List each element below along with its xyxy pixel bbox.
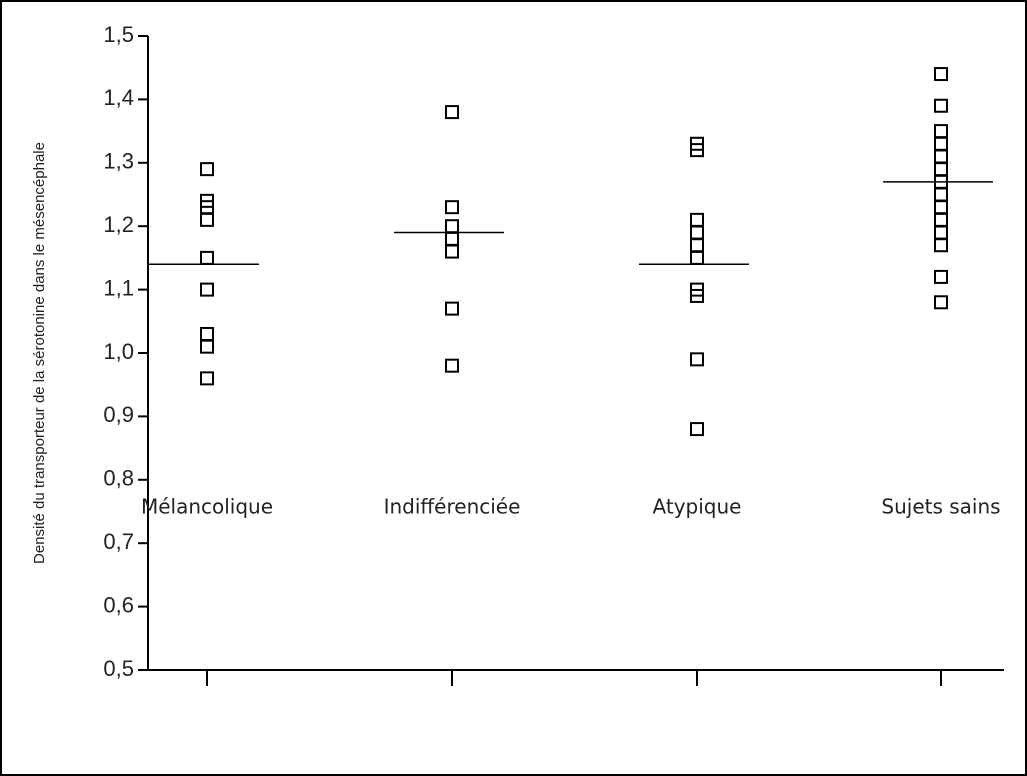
- category-label: Indifférenciée: [384, 495, 521, 519]
- point: [200, 371, 214, 386]
- point: [690, 143, 704, 158]
- y-tick-label: 1,3: [103, 149, 134, 174]
- point: [445, 301, 459, 316]
- point: [934, 269, 948, 284]
- y-tick-label: 0,5: [103, 656, 134, 681]
- point: [690, 422, 704, 437]
- y-tick-label: 0,8: [103, 466, 134, 491]
- point: [445, 105, 459, 120]
- y-tick-label: 1,4: [103, 85, 134, 110]
- category-label: Atypique: [653, 495, 742, 519]
- y-tick-label: 0,9: [103, 402, 134, 427]
- point: [934, 98, 948, 113]
- y-axis-title: Densité du transporteur de la sérotonine…: [31, 142, 48, 564]
- point: [690, 352, 704, 367]
- point: [200, 162, 214, 177]
- point: [445, 244, 459, 259]
- y-tick-label: 1,2: [103, 212, 134, 237]
- category-label: Sujets sains: [881, 495, 1000, 519]
- category-label: Mélancolique: [141, 495, 273, 519]
- point: [690, 288, 704, 303]
- point: [200, 339, 214, 354]
- point: [934, 238, 948, 253]
- point: [445, 200, 459, 215]
- point: [200, 212, 214, 227]
- y-tick-label: 0,7: [103, 529, 134, 554]
- point: [934, 295, 948, 310]
- point: [445, 358, 459, 373]
- y-tick-label: 1,0: [103, 339, 134, 364]
- y-tick-label: 1,5: [103, 22, 134, 47]
- y-tick-label: 0,6: [103, 592, 134, 617]
- point: [934, 67, 948, 82]
- point: [200, 282, 214, 297]
- y-tick-label: 1,1: [103, 275, 134, 300]
